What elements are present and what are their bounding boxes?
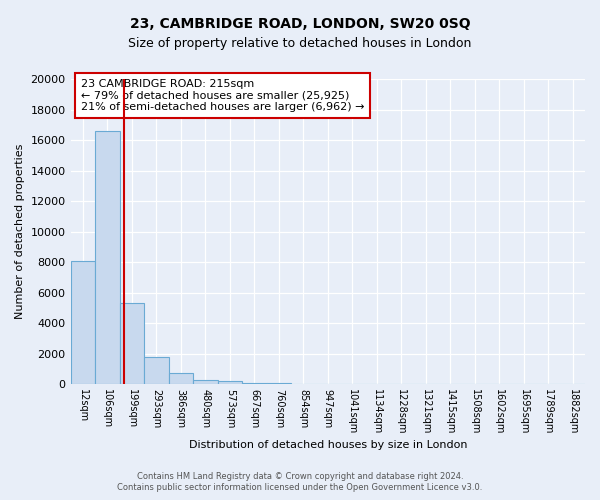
Bar — [218, 382, 242, 384]
Bar — [193, 380, 218, 384]
Text: Contains public sector information licensed under the Open Government Licence v3: Contains public sector information licen… — [118, 484, 482, 492]
Bar — [71, 260, 95, 384]
Text: Size of property relative to detached houses in London: Size of property relative to detached ho… — [128, 38, 472, 51]
Bar — [169, 372, 193, 384]
X-axis label: Distribution of detached houses by size in London: Distribution of detached houses by size … — [188, 440, 467, 450]
Text: Contains HM Land Registry data © Crown copyright and database right 2024.: Contains HM Land Registry data © Crown c… — [137, 472, 463, 481]
Bar — [119, 303, 144, 384]
Bar — [266, 383, 291, 384]
Bar — [95, 131, 119, 384]
Bar — [242, 382, 266, 384]
Y-axis label: Number of detached properties: Number of detached properties — [15, 144, 25, 319]
Bar — [144, 358, 169, 384]
Text: 23, CAMBRIDGE ROAD, LONDON, SW20 0SQ: 23, CAMBRIDGE ROAD, LONDON, SW20 0SQ — [130, 18, 470, 32]
Text: 23 CAMBRIDGE ROAD: 215sqm
← 79% of detached houses are smaller (25,925)
21% of s: 23 CAMBRIDGE ROAD: 215sqm ← 79% of detac… — [81, 79, 364, 112]
